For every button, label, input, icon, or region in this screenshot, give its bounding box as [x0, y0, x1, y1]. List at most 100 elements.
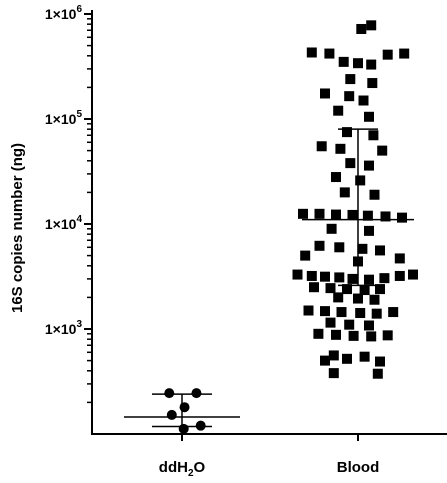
data-point-1-33 — [397, 212, 407, 223]
data-point-1-54 — [342, 284, 352, 295]
data-point-1-29 — [331, 209, 341, 220]
data-point-0-0 — [164, 388, 175, 399]
data-point-1-69 — [313, 328, 324, 339]
data-point-1-10 — [367, 78, 378, 89]
data-marks — [124, 20, 418, 434]
data-point-1-58 — [353, 293, 363, 304]
data-point-1-24 — [355, 175, 366, 186]
data-point-1-43 — [292, 269, 303, 280]
data-point-1-19 — [335, 143, 346, 154]
data-point-1-0 — [366, 20, 377, 31]
data-point-1-56 — [375, 284, 385, 295]
y-axis-title: 16S copies number (ng) — [9, 143, 26, 313]
data-point-1-77 — [320, 355, 330, 366]
data-point-1-12 — [344, 91, 355, 102]
data-point-1-26 — [369, 189, 380, 200]
data-point-1-28 — [314, 208, 325, 219]
y-tick-label-exponent: 5 — [76, 109, 82, 120]
data-point-1-78 — [375, 356, 385, 367]
data-point-1-64 — [371, 308, 382, 319]
data-point-1-63 — [355, 308, 366, 319]
data-point-1-80 — [372, 368, 383, 379]
data-point-1-66 — [325, 317, 336, 328]
y-tick-label-5: 1×105 — [45, 109, 83, 127]
data-point-1-37 — [334, 242, 345, 253]
data-point-1-25 — [339, 187, 350, 198]
data-point-1-67 — [344, 319, 355, 330]
y-tick-label-base: 1×10 — [45, 321, 77, 337]
data-point-1-30 — [347, 209, 358, 220]
data-point-1-21 — [345, 158, 356, 169]
data-point-1-48 — [364, 274, 374, 285]
data-point-1-57 — [333, 292, 344, 303]
data-point-1-22 — [364, 160, 374, 171]
y-tick-label-exponent: 3 — [76, 319, 82, 330]
data-point-1-39 — [375, 245, 385, 256]
data-point-1-1 — [356, 23, 367, 34]
data-point-1-23 — [331, 172, 341, 183]
data-point-1-75 — [359, 351, 370, 362]
data-point-1-35 — [364, 225, 374, 236]
data-point-1-13 — [358, 95, 369, 106]
data-point-1-27 — [298, 208, 308, 219]
data-point-1-73 — [382, 330, 393, 341]
x-category-label-part: O — [194, 459, 206, 476]
data-point-1-50 — [394, 270, 405, 281]
data-point-1-53 — [325, 283, 336, 294]
data-point-1-61 — [320, 306, 330, 317]
data-point-1-51 — [408, 269, 418, 280]
data-point-1-45 — [320, 271, 330, 282]
data-point-1-2 — [306, 47, 317, 58]
data-point-1-7 — [353, 58, 363, 69]
data-point-1-52 — [309, 282, 319, 293]
y-tick-label-6: 1×106 — [45, 4, 83, 22]
data-point-1-65 — [388, 307, 399, 318]
data-point-1-11 — [320, 88, 330, 99]
data-point-1-5 — [382, 49, 393, 60]
data-point-1-36 — [314, 240, 325, 251]
y-tick-label-base: 1×10 — [45, 216, 77, 232]
y-tick-label-3: 1×103 — [45, 319, 83, 337]
data-point-1-38 — [357, 243, 368, 254]
data-point-1-62 — [336, 307, 347, 318]
x-category-label-part: 2 — [188, 468, 194, 479]
data-point-1-8 — [366, 59, 377, 70]
x-category-label-part: Blood — [337, 459, 380, 476]
data-point-1-3 — [324, 48, 335, 59]
data-point-1-79 — [328, 368, 339, 379]
data-point-1-20 — [377, 145, 388, 156]
data-point-1-34 — [326, 223, 337, 234]
data-point-1-74 — [328, 350, 339, 361]
data-point-1-71 — [348, 330, 359, 341]
data-point-1-14 — [333, 105, 344, 116]
data-point-1-68 — [364, 320, 374, 331]
data-point-0-3 — [166, 409, 177, 420]
x-axis: ddH2O Blood — [91, 433, 447, 479]
data-point-1-59 — [369, 294, 380, 305]
x-category-label-0: ddH2O — [159, 459, 206, 479]
data-point-1-41 — [394, 253, 405, 264]
data-point-1-15 — [364, 111, 374, 122]
y-tick-label-base: 1×10 — [45, 111, 77, 127]
data-point-1-40 — [300, 250, 311, 261]
data-point-1-55 — [359, 285, 370, 296]
data-point-1-49 — [379, 273, 390, 284]
data-point-0-1 — [191, 388, 202, 399]
x-category-label-1: Blood — [337, 459, 380, 476]
data-point-0-4 — [195, 420, 206, 431]
data-point-1-47 — [347, 273, 358, 284]
data-point-1-44 — [306, 270, 317, 281]
data-point-1-4 — [399, 48, 410, 59]
data-point-1-17 — [368, 130, 379, 141]
data-point-1-6 — [338, 56, 349, 67]
data-point-1-9 — [345, 74, 356, 85]
data-point-1-60 — [303, 305, 314, 316]
y-tick-label-exponent: 4 — [76, 214, 82, 225]
data-point-1-31 — [362, 210, 373, 221]
data-point-1-46 — [334, 272, 345, 283]
y-tick-label-base: 1×10 — [45, 6, 77, 22]
data-point-1-18 — [316, 141, 327, 152]
data-point-1-72 — [366, 331, 377, 342]
